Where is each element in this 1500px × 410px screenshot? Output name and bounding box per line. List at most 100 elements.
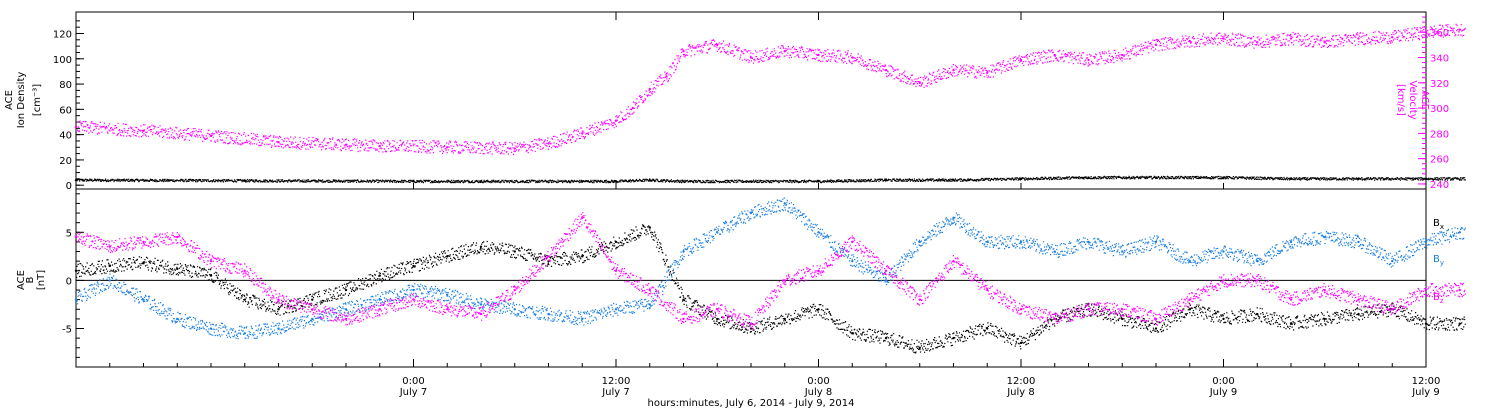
bottom-point-1-13	[513, 308, 516, 311]
bottom-ylabel-line3: [nT]	[36, 270, 47, 290]
bottom-point-1-38	[1357, 240, 1360, 244]
bottom-point-2-4	[209, 259, 213, 263]
bottom-point-2-16	[614, 269, 618, 272]
top-series-0	[74, 175, 1466, 184]
bottom-point-1-24	[884, 279, 888, 282]
top-right-tick-label-360: 360	[1430, 28, 1449, 39]
top-point-1-20	[884, 68, 888, 72]
top-left-ylabel-line2: Ion Density	[16, 72, 27, 129]
bottom-left-axis: -5 0 5	[62, 193, 1426, 358]
bottom-point-0-7	[311, 298, 314, 301]
bottom-point-2-38	[1357, 298, 1360, 301]
top-right-tick-label-280: 280	[1430, 129, 1449, 140]
top-series-1	[74, 23, 1466, 156]
bottom-point-0-13	[513, 250, 516, 253]
bottom-point-2-35	[1256, 279, 1259, 282]
bottom-point-1-36	[1289, 240, 1293, 244]
bottom-point-2-33	[1188, 298, 1191, 301]
bottom-point-1-25	[918, 240, 921, 244]
bottom-point-0-34	[1222, 317, 1225, 321]
top-left-tick-label-100: 100	[53, 55, 72, 66]
legend: Bx By Bz	[1433, 218, 1444, 305]
x-tick-label-time-3: 12:00	[1007, 376, 1036, 387]
top-right-tick-label-300: 300	[1430, 104, 1449, 115]
top-right-tick-label-340: 340	[1430, 54, 1449, 65]
top-point-1-26	[1087, 58, 1090, 62]
top-point-1-33	[1323, 41, 1326, 44]
bottom-point-1-39	[1391, 259, 1394, 263]
bottom-point-1-31	[1121, 250, 1124, 253]
x-tick-label-time-0: 0:00	[402, 376, 424, 387]
bottom-tick-label-5: 5	[66, 228, 72, 239]
bottom-tick-label--5: -5	[62, 325, 72, 336]
bottom-point-1-12	[479, 303, 483, 306]
x-tick-label-date-2: July 8	[804, 387, 833, 398]
top-left-ylabel-line3: [cm⁻³]	[32, 84, 43, 116]
x-tick-label-time-2: 0:00	[807, 376, 829, 387]
bottom-point-0-3	[176, 267, 179, 271]
x-tick-label-date-5: July 9	[1411, 387, 1440, 398]
bottom-point-2-1	[108, 245, 111, 248]
top-left-tick-label-80: 80	[59, 80, 72, 91]
bottom-tick-label-0: 0	[66, 276, 72, 287]
bottom-point-2-0	[74, 235, 78, 239]
top-right-ylabel-line1: ACE	[1419, 90, 1430, 110]
bottom-point-1-17	[648, 303, 651, 306]
bottom-point-0-6	[277, 308, 280, 311]
top-right-axis: 240 260 280 300 320 340 360	[1418, 16, 1449, 191]
bottom-point-1-23	[851, 259, 854, 263]
top-trace-1	[76, 23, 1466, 156]
bottom-ylabel-line2: B	[25, 276, 36, 283]
top-trace-0	[76, 175, 1466, 184]
legend-by: By	[1433, 254, 1444, 267]
bottom-data-layer	[74, 197, 1466, 354]
bottom-trace-0	[76, 224, 1466, 354]
x-tick-label-time-4: 0:00	[1212, 376, 1234, 387]
top-point-1-12	[648, 87, 651, 91]
top-left-tick-label-40: 40	[59, 131, 72, 142]
top-point-1-23	[986, 71, 989, 74]
top-point-1-7	[513, 147, 516, 150]
bottom-series-2	[74, 212, 1466, 330]
bottom-point-0-0	[74, 269, 78, 272]
top-right-tick-label-240: 240	[1430, 180, 1449, 191]
bottom-point-1-18	[682, 250, 685, 253]
bottom-point-2-18	[682, 317, 685, 321]
x-tick-label-date-4: July 9	[1209, 387, 1238, 398]
x-tick-label-time-5: 12:00	[1412, 376, 1441, 387]
top-left-tick-label-0: 0	[66, 181, 72, 192]
legend-bx: Bx	[1433, 218, 1444, 231]
top-left-tick-label-120: 120	[53, 29, 72, 40]
top-point-1-9	[581, 132, 584, 135]
bottom-point-1-11	[446, 293, 449, 297]
top-right-tick-label-260: 260	[1430, 155, 1449, 166]
top-point-1-36	[1424, 31, 1428, 34]
top-left-axis: 0 20 40 60 80 100 120	[53, 20, 84, 192]
bottom-point-2-8	[344, 317, 348, 321]
bottom-point-0-10	[412, 264, 415, 268]
bottom-point-2-28	[1019, 308, 1023, 311]
bottom-point-0-37	[1323, 317, 1326, 321]
bottom-point-2-6	[277, 298, 280, 301]
top-right-ylabel-line2: Velocity	[1407, 80, 1418, 119]
top-right-ylabel-line3: [km/s]	[1395, 84, 1406, 116]
top-point-1-35	[1391, 36, 1394, 39]
bottom-ylabel-line1: ACE	[16, 270, 27, 290]
bottom-point-0-32	[1154, 327, 1158, 330]
top-left-tick-label-20: 20	[59, 156, 72, 167]
bottom-point-2-13	[513, 288, 516, 292]
top-data-layer	[74, 23, 1466, 184]
x-axis-label: hours:minutes, July 6, 2014 - July 9, 20…	[648, 398, 855, 409]
bottom-point-0-28	[1019, 341, 1023, 345]
bottom-point-1-21	[783, 202, 786, 205]
x-tick-label-time-1: 12:00	[602, 376, 631, 387]
top-point-1-18	[817, 53, 820, 57]
bottom-point-2-24	[884, 269, 888, 272]
top-left-ylabel-line1: ACE	[4, 90, 15, 110]
bottom-point-2-5	[243, 269, 246, 272]
bottom-point-0-21	[783, 317, 786, 321]
bottom-series-0	[74, 224, 1466, 354]
